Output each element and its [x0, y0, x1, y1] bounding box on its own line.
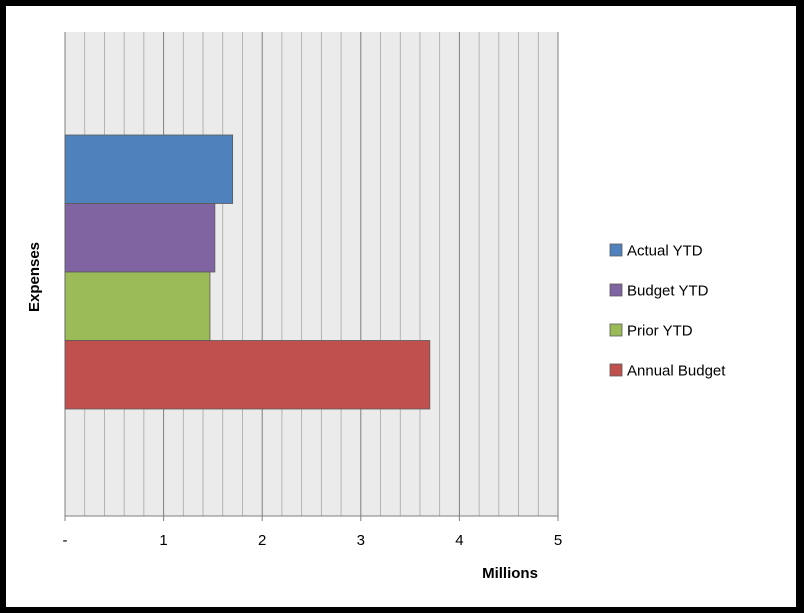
x-axis-label: Millions: [482, 565, 538, 582]
legend-label: Budget YTD: [627, 283, 709, 300]
legend-label: Prior YTD: [627, 323, 693, 340]
bar-budget-ytd: [64, 203, 216, 273]
gridlines: [64, 32, 559, 516]
legend-item: Actual YTD: [609, 243, 703, 260]
legend-item: Budget YTD: [609, 283, 709, 300]
chart: - 1 2 3 4 5 Millions Expenses Actual YTD Budge…: [26, 32, 726, 582]
legend-swatch: [609, 363, 623, 377]
x-tick-label: 3: [357, 532, 365, 549]
bar-actual-ytd: [64, 134, 234, 204]
x-tick-label: 1: [159, 532, 167, 549]
legend-item: Prior YTD: [609, 323, 693, 340]
legend-label: Annual Budget: [627, 363, 726, 380]
legend: Actual YTD Budget YTD Prior YTD Annual Budg…: [609, 243, 726, 380]
x-tick-label: -: [63, 532, 68, 549]
bar-prior-ytd: [64, 271, 211, 341]
x-ticks: - 1 2 3 4 5: [63, 516, 562, 549]
legend-swatch: [609, 243, 623, 257]
x-tick-label: 5: [554, 532, 562, 549]
bars: [64, 134, 431, 410]
chart-frame: - 1 2 3 4 5 Millions Expenses Actual YTD Budge…: [6, 6, 796, 607]
legend-swatch: [609, 323, 623, 337]
bar-annual-budget: [64, 340, 431, 410]
y-axis-label: Expenses: [26, 242, 43, 312]
legend-item: Annual Budget: [609, 363, 726, 380]
legend-label: Actual YTD: [627, 243, 703, 260]
x-tick-label: 2: [258, 532, 266, 549]
x-tick-label: 4: [455, 532, 463, 549]
legend-swatch: [609, 283, 623, 297]
